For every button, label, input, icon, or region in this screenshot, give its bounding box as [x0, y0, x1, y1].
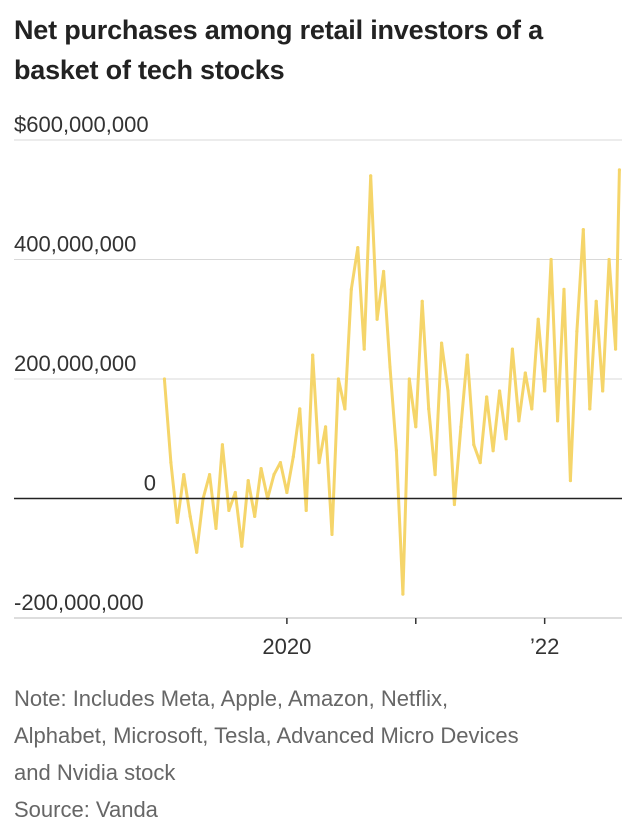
data-point [220, 443, 225, 447]
data-point [336, 377, 341, 381]
data-point [207, 473, 212, 477]
data-point [304, 508, 308, 513]
data-point [446, 389, 450, 393]
data-point [555, 419, 560, 423]
data-point [407, 377, 411, 381]
data-point [214, 526, 218, 530]
data-point [459, 425, 463, 429]
data-point [162, 377, 167, 381]
data-point [601, 389, 605, 393]
data-point [478, 461, 482, 465]
data-point [259, 467, 263, 471]
chart-note: Note: Includes Meta, Apple, Amazon, Netf… [14, 680, 624, 828]
chart-title: Net purchases among retail investors of … [14, 15, 543, 85]
data-point [381, 269, 386, 274]
data-point [607, 257, 611, 262]
series-line [162, 169, 621, 596]
data-point [188, 514, 192, 519]
data-point [497, 389, 502, 393]
data-point [169, 461, 173, 465]
x-tick-label: ’22 [530, 634, 559, 659]
note-line-3: and Nvidia stock [14, 760, 176, 785]
y-tick-label: $600,000,000 [14, 112, 149, 137]
data-point [465, 353, 469, 357]
data-point [536, 317, 540, 321]
data-point [452, 502, 457, 507]
data-point [472, 443, 476, 447]
data-point [523, 371, 527, 375]
chart-area: $600,000,000 400,000,000 200,000,000 0 -200,… [14, 112, 622, 659]
data-point [362, 347, 366, 351]
data-point [349, 287, 353, 291]
data-point [253, 514, 257, 519]
data-point [420, 299, 424, 303]
data-point [356, 245, 360, 250]
data-point [240, 544, 244, 548]
data-point [311, 353, 315, 357]
x-axis: 2020 ’22 [14, 617, 622, 659]
data-point [510, 347, 515, 351]
data-point [562, 287, 566, 291]
data-point [195, 550, 199, 554]
data-point [272, 473, 276, 477]
data-point [278, 461, 283, 465]
y-tick-label: -200,000,000 [14, 590, 144, 615]
data-point [530, 407, 534, 411]
data-point [581, 228, 585, 232]
note-line-1: Note: Includes Meta, Apple, Amazon, Netf… [14, 686, 449, 711]
data-point [227, 508, 231, 513]
data-point [182, 473, 186, 477]
data-point [330, 532, 334, 536]
data-point [401, 592, 405, 596]
data-point [504, 437, 508, 441]
data-point [394, 449, 399, 453]
y-tick-label: 200,000,000 [14, 351, 136, 376]
y-axis-labels: $600,000,000 400,000,000 200,000,000 0 -200,… [14, 112, 156, 615]
data-point [485, 395, 489, 399]
data-point [317, 461, 321, 465]
data-point [594, 299, 598, 303]
data-point [291, 455, 295, 459]
source-line: Source: Vanda [14, 797, 158, 822]
data-point [375, 317, 379, 321]
y-tick-label: 400,000,000 [14, 232, 136, 257]
data-point [549, 257, 553, 262]
data-point [298, 407, 302, 411]
y-tick-label: 0 [144, 471, 156, 496]
data-point [517, 419, 521, 423]
data-point [175, 520, 179, 525]
data-point [233, 490, 237, 495]
x-tick-label: 2020 [262, 634, 311, 659]
data-point [433, 473, 437, 477]
data-point [588, 407, 592, 411]
gridlines [14, 139, 622, 619]
data-point [613, 347, 618, 351]
data-point [543, 389, 547, 393]
data-point [439, 341, 444, 345]
data-point [575, 329, 579, 333]
data-point [491, 449, 495, 453]
data-point [427, 407, 431, 411]
data-point [568, 478, 573, 483]
data-point [369, 174, 373, 178]
series-group [162, 168, 622, 596]
data-point [388, 365, 392, 369]
data-point [323, 425, 328, 429]
data-point [343, 407, 347, 411]
data-point [414, 425, 418, 429]
data-point [246, 478, 250, 483]
data-point [285, 490, 289, 495]
data-point [617, 168, 622, 172]
note-line-2: Alphabet, Microsoft, Tesla, Advanced Mic… [14, 723, 519, 748]
